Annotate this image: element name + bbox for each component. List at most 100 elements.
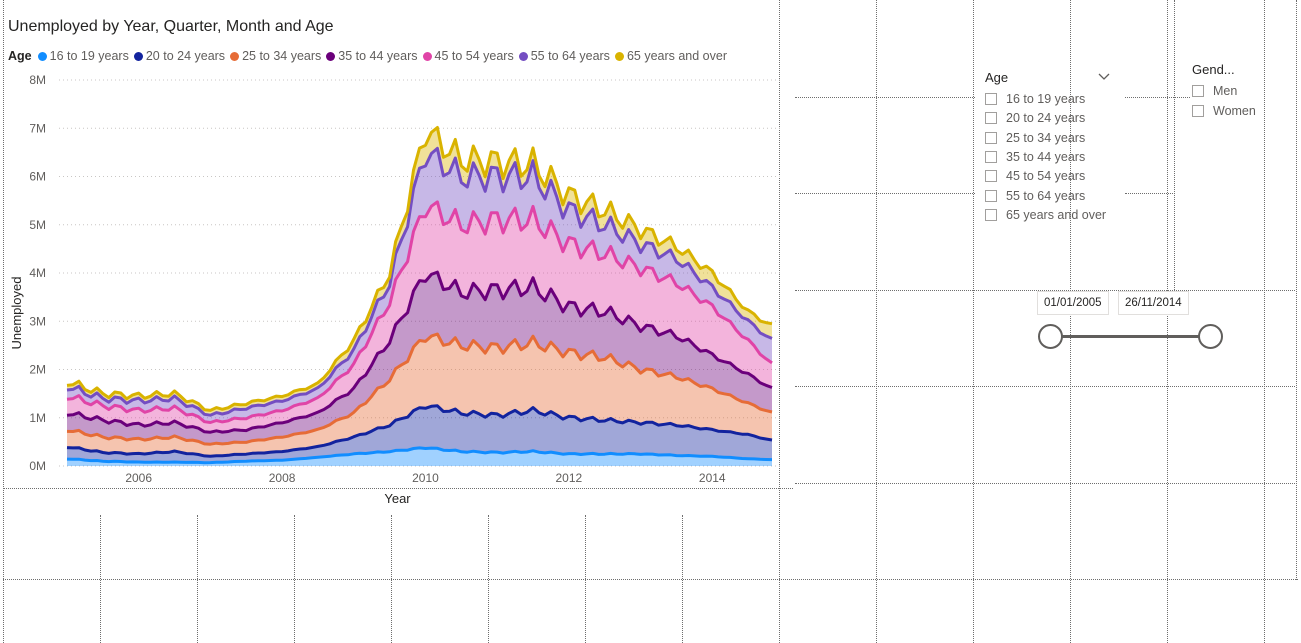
series-line-55-to-64-years (66, 146, 773, 417)
y-tick-label: 1M (29, 411, 46, 425)
guide-v-7 (682, 515, 683, 643)
guide-v-11 (1070, 0, 1071, 643)
checkbox[interactable] (1192, 105, 1204, 117)
y-tick-label: 5M (29, 218, 46, 232)
legend-marker-icon (133, 51, 143, 61)
area-35-to-44-years (67, 272, 772, 445)
series-line-35-to-44-years (66, 270, 773, 434)
legend-item[interactable]: 45 to 54 years (422, 49, 514, 63)
legend-marker-icon (518, 51, 528, 61)
end-date-handle[interactable] (1198, 324, 1223, 349)
guide-v-9 (876, 0, 877, 643)
legend-item[interactable]: 20 to 24 years (133, 49, 226, 63)
guide-v-2 (197, 515, 198, 643)
x-tick-label: 2010 (412, 471, 439, 485)
legend-label: 35 to 44 years (338, 49, 418, 63)
y-tick-label: 3M (29, 314, 46, 328)
age-option-label: 25 to 34 years (1006, 130, 1086, 145)
legend-item[interactable]: 16 to 19 years (37, 49, 129, 63)
checkbox[interactable] (985, 93, 997, 105)
guide-v-6 (585, 515, 586, 643)
age-option-label: 20 to 24 years (1006, 111, 1086, 126)
age-option[interactable]: 35 to 44 years (985, 150, 1085, 164)
gender-option-label: Men (1213, 84, 1238, 98)
checkbox[interactable] (985, 189, 997, 202)
legend-marker-icon (37, 51, 47, 61)
x-tick-label: 2008 (269, 471, 296, 485)
chevron-down-icon[interactable] (1098, 73, 1110, 81)
x-tick-label: 2014 (699, 471, 726, 485)
legend-item[interactable]: 65 years and over (614, 49, 727, 63)
legend-item[interactable]: 55 to 64 years (518, 49, 610, 63)
page-guide-bottom (3, 579, 1298, 580)
page-border-left (3, 0, 4, 643)
age-option[interactable]: 25 to 34 years (985, 131, 1085, 145)
age-option[interactable]: 20 to 24 years (985, 111, 1085, 125)
guide-v-10 (973, 0, 974, 643)
guide-h-7 (795, 483, 1295, 484)
guide-h-1 (795, 97, 975, 98)
date-range-slicer: 01/01/2005 26/11/2014 (1030, 288, 1230, 358)
y-tick-label: 4M (29, 266, 46, 280)
legend-marker-icon (326, 51, 336, 61)
date-range-track[interactable] (1050, 335, 1210, 338)
age-option-label: 35 to 44 years (1006, 149, 1086, 164)
page-guide-right (1296, 0, 1297, 580)
start-date-handle[interactable] (1038, 324, 1063, 349)
legend-marker-icon (230, 51, 240, 61)
legend-item[interactable]: 25 to 34 years (230, 49, 321, 63)
guide-v-12 (1167, 0, 1168, 643)
area-25-to-34-years (67, 334, 772, 457)
area-55-to-64-years (67, 148, 772, 423)
y-tick-label: 7M (29, 121, 46, 135)
legend-label: 25 to 34 years (242, 49, 322, 63)
checkbox[interactable] (985, 112, 997, 125)
guide-v-3 (294, 515, 295, 643)
age-slicer: Age 16 to 19 years 20 to 24 years 25 to 34… (983, 68, 1118, 228)
checkbox[interactable] (985, 170, 997, 183)
gender-option[interactable]: Women (1192, 104, 1256, 118)
y-tick-label: 2M (29, 363, 46, 377)
guide-v-1 (100, 515, 101, 643)
chart-svg: 0M 1M 2M 3M 4M 5M 6M 7M 8M 2006 2008 2010 2012 2014 Ye… (9, 73, 782, 506)
x-tick-label: 2012 (556, 471, 583, 485)
age-option[interactable]: 65 years and over (985, 208, 1106, 222)
chart-legend: Age 16 to 19 years 20 to 24 years 25 to 34… (8, 49, 732, 63)
age-option-label: 45 to 54 years (1006, 169, 1086, 184)
gender-option-label: Women (1213, 104, 1256, 118)
checkbox[interactable] (985, 131, 997, 144)
y-tick-label: 6M (29, 170, 46, 184)
guide-h-2 (1125, 97, 1190, 98)
legend-label: 65 years and over (626, 49, 727, 63)
x-axis-title: Year (384, 491, 411, 506)
checkbox[interactable] (985, 150, 997, 163)
area-45-to-54-years (67, 201, 772, 433)
age-option[interactable]: 16 to 19 years (985, 92, 1085, 106)
series-line-16-to-19-years (66, 446, 773, 465)
chart-border-bottom (3, 488, 793, 489)
checkbox[interactable] (985, 208, 997, 221)
gender-option[interactable]: Men (1192, 84, 1237, 98)
y-tick-label: 0M (29, 459, 46, 473)
checkbox[interactable] (1192, 85, 1204, 97)
guide-v-5 (488, 515, 489, 643)
legend-label: 45 to 54 years (434, 49, 514, 63)
legend-label: 16 to 19 years (49, 49, 129, 63)
y-tick-label: 8M (29, 73, 46, 87)
legend-label: 20 to 24 years (145, 49, 226, 63)
legend-marker-icon (614, 51, 624, 61)
age-option[interactable]: 55 to 64 years (985, 189, 1085, 203)
guide-v-14 (1174, 0, 1175, 290)
series-line-20-to-24-years (66, 404, 773, 458)
gender-slicer-title: Gend... (1192, 62, 1235, 77)
chart-visual[interactable]: 0M 1M 2M 3M 4M 5M 6M 7M 8M 2006 2008 2010 2012 2014 Ye… (0, 0, 790, 520)
guide-h-5 (795, 290, 1295, 291)
age-option[interactable]: 45 to 54 years (985, 169, 1085, 183)
age-option-label: 16 to 19 years (1006, 92, 1086, 106)
guide-h-4 (1125, 193, 1175, 194)
age-option-label: 55 to 64 years (1006, 188, 1086, 203)
end-date-input[interactable]: 26/11/2014 (1118, 291, 1189, 315)
legend-item[interactable]: 35 to 44 years (326, 49, 418, 63)
age-option-label: 65 years and over (1006, 207, 1107, 222)
start-date-input[interactable]: 01/01/2005 (1037, 291, 1109, 315)
